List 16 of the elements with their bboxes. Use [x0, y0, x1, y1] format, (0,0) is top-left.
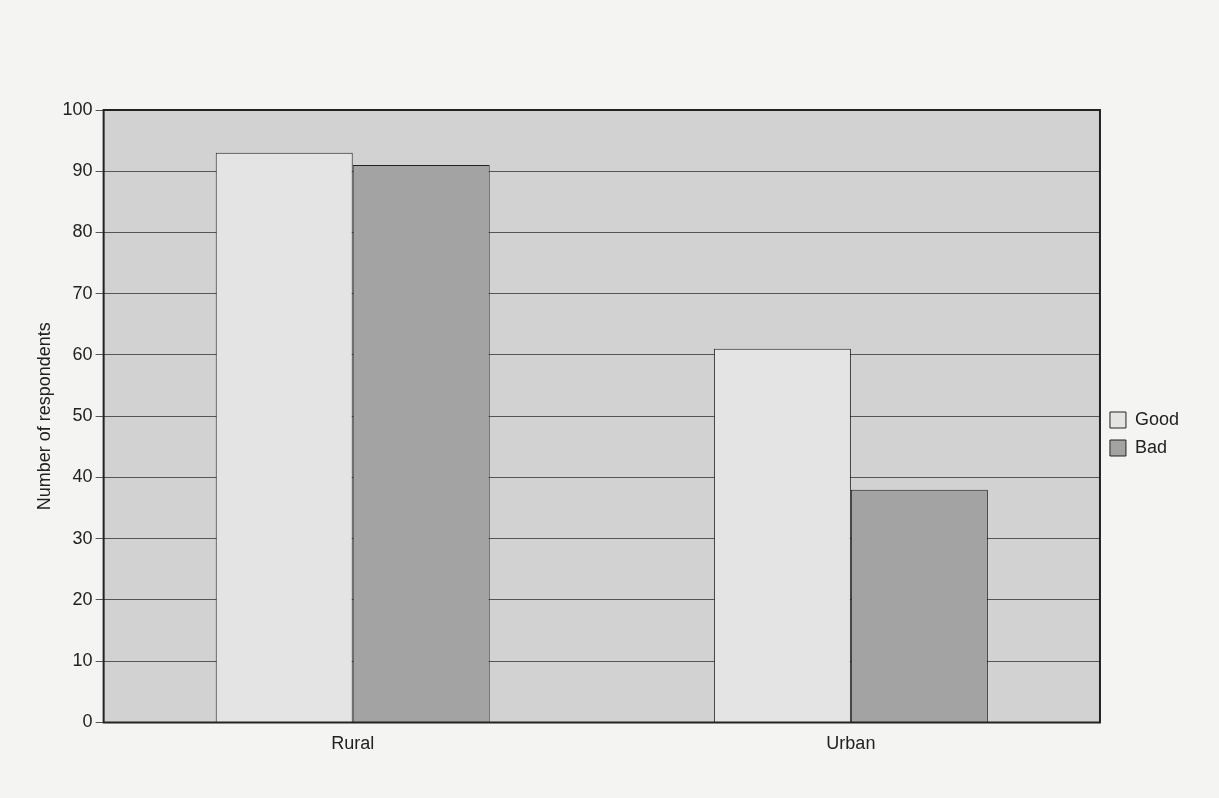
x-tick-label: Rural [331, 733, 375, 754]
y-tick-label: 20 [72, 588, 93, 609]
y-tick-label: 60 [72, 343, 93, 364]
y-tick-label: 100 [62, 98, 93, 119]
legend-label: Good [1134, 408, 1180, 429]
y-tick-label: 30 [72, 527, 93, 548]
y-tick-label: 70 [72, 282, 93, 303]
x-tick-label: Urban [826, 733, 876, 754]
y-tick-label: 80 [72, 221, 93, 242]
y-tick-label: 0 [82, 711, 93, 732]
y-tick-label: 10 [72, 650, 93, 671]
y-tick-label: 50 [72, 405, 93, 426]
y-tick-label: 40 [72, 466, 93, 487]
y-axis-title: Number of respondents [33, 322, 54, 511]
legend-label: Bad [1134, 436, 1167, 457]
y-tick-label: 90 [72, 160, 93, 181]
